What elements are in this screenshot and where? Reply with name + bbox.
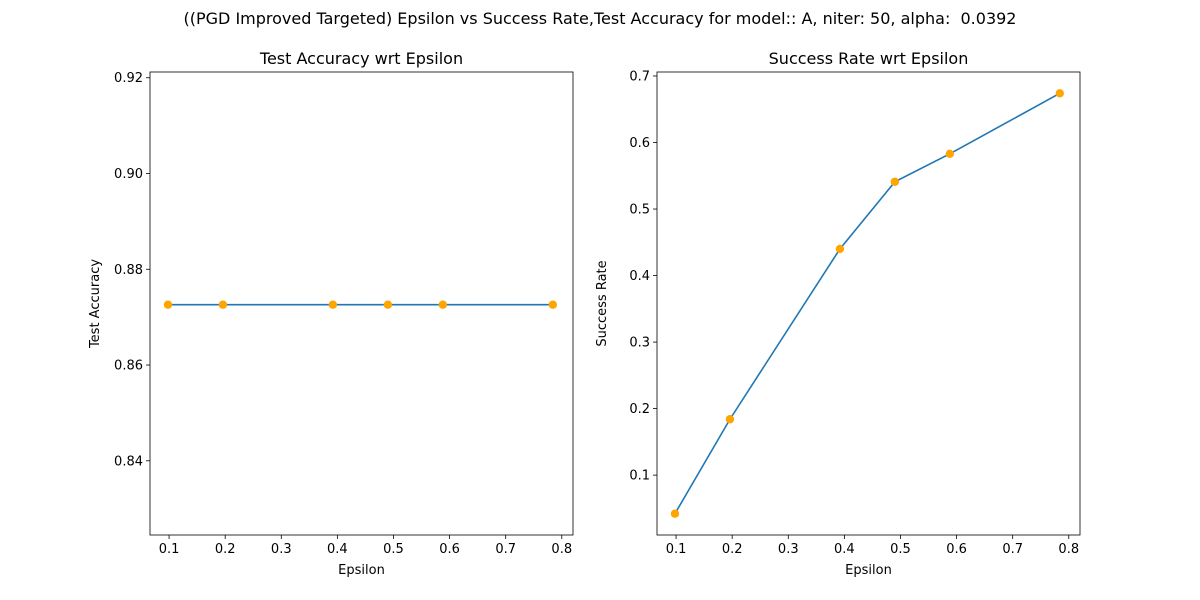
chart-1-x-tick-label: 0.1 — [159, 542, 180, 557]
chart-1-data-point — [548, 300, 558, 309]
chart-1-axes-frame — [149, 71, 574, 536]
chart-1-y-tick-label: 0.84 — [114, 454, 143, 469]
chart-1-x-tick-label: 0.4 — [327, 542, 348, 557]
chart-2-y-tick-label: 0.2 — [629, 402, 650, 417]
chart-2-y-axis-label: Success Rate — [595, 260, 610, 346]
chart-2-y-tick-label: 0.6 — [629, 136, 650, 151]
chart-1-y-tick-label: 0.86 — [114, 359, 143, 374]
chart-1-x-tick-label: 0.2 — [215, 542, 236, 557]
chart-2-y-tick-label: 0.1 — [629, 469, 650, 484]
chart-2-data-point — [1055, 89, 1065, 98]
chart-2-y-tick-label: 0.7 — [629, 69, 650, 84]
chart-1-data-point — [383, 300, 393, 309]
chart-1-x-tick-label: 0.3 — [271, 542, 292, 557]
chart-2-x-tick-label: 0.1 — [666, 542, 687, 557]
chart-2-y-tick-label: 0.4 — [629, 269, 650, 284]
chart-1-x-tick-label: 0.8 — [551, 542, 572, 557]
chart-2-x-tick-label: 0.7 — [1002, 542, 1023, 557]
chart-2-x-tick-label: 0.3 — [778, 542, 799, 557]
chart-1-y-tick-label: 0.88 — [114, 263, 143, 278]
chart-2-y-tick-label: 0.5 — [629, 203, 650, 218]
chart-1-y-axis-label: Test Accuracy — [88, 259, 103, 349]
chart-2-data-point — [725, 415, 735, 424]
chart-2-x-tick-label: 0.5 — [890, 542, 911, 557]
chart-1-data-point — [163, 300, 173, 309]
chart-1-data-point — [438, 300, 448, 309]
chart-1-x-tick-label: 0.6 — [439, 542, 460, 557]
chart-2-data-point — [945, 149, 955, 159]
chart-2-data-point — [835, 244, 845, 254]
chart-1-x-tick-label: 0.7 — [495, 542, 516, 557]
chart-1-y-tick-label: 0.92 — [114, 71, 143, 86]
chart-2-x-axis-label: Epsilon — [845, 563, 892, 578]
chart-2-x-tick-label: 0.4 — [834, 542, 855, 557]
chart-1-data-point — [218, 300, 228, 309]
chart-2-x-tick-label: 0.8 — [1058, 542, 1079, 557]
figure-suptitle: ((PGD Improved Targeted) Epsilon vs Succ… — [183, 9, 1017, 28]
chart-1-x-tick-label: 0.5 — [383, 542, 404, 557]
chart-2-title: Success Rate wrt Epsilon — [769, 49, 969, 68]
chart-1-y-tick-label: 0.90 — [114, 167, 143, 182]
chart-1-title: Test Accuracy wrt Epsilon — [259, 49, 463, 68]
chart-1-x-axis-label: Epsilon — [338, 563, 385, 578]
chart-2-x-tick-label: 0.6 — [946, 542, 967, 557]
chart-2-data-point — [890, 177, 900, 186]
chart-2-y-tick-label: 0.3 — [629, 336, 650, 351]
chart-2-series-line — [674, 92, 1061, 515]
chart-1-data-point — [328, 300, 338, 309]
chart-2-axes-frame — [656, 71, 1081, 536]
chart-2-data-point — [670, 509, 680, 518]
chart-2-x-tick-label: 0.2 — [722, 542, 743, 557]
